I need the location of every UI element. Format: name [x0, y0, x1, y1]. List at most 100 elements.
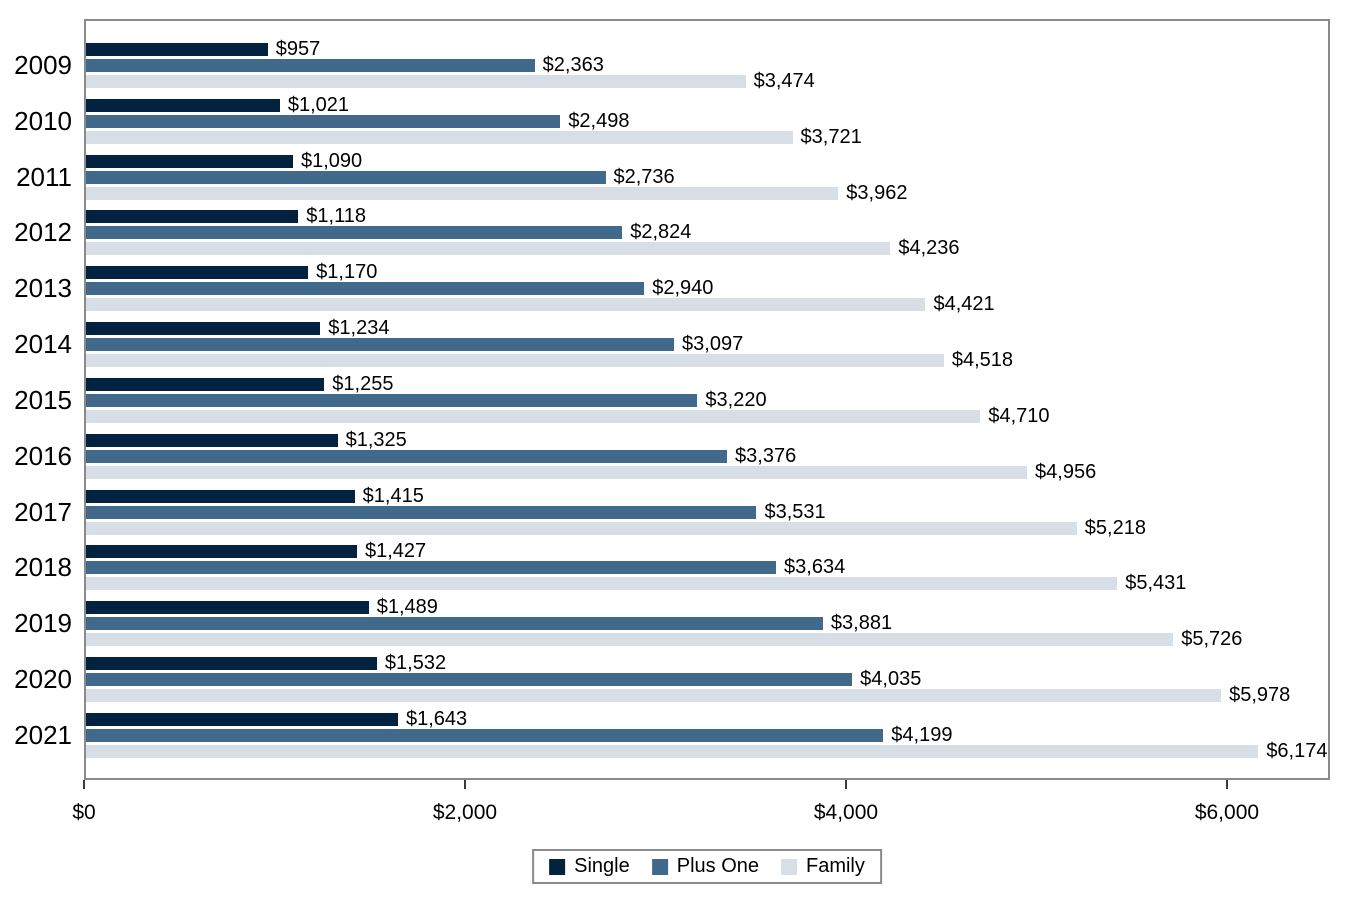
- y-axis-category-label: 2009: [14, 50, 72, 80]
- y-axis-category-label: 2014: [14, 329, 72, 360]
- bar-value-label: $3,474: [753, 70, 815, 92]
- bar-plus-one: [86, 617, 823, 631]
- bar-plus-one: [86, 170, 606, 184]
- bar-row: $1,170: [86, 262, 1328, 282]
- bar-value-label: $3,097: [682, 333, 744, 356]
- bar-row: $2,940: [86, 278, 1328, 298]
- bar-value-label: $2,363: [542, 54, 604, 76]
- bar-row: $4,710: [86, 404, 1328, 427]
- bar-groups: 2009 $957 $2,363 $3,474 2010 $1,021 $2,498 $3,7…: [14, 21, 1328, 778]
- bar-single: [86, 266, 309, 280]
- bar-row: $4,518: [86, 349, 1328, 372]
- bar-single: [86, 489, 355, 503]
- x-axis-tick: [844, 780, 847, 789]
- bar-row: $3,962: [86, 183, 1328, 203]
- bar-row: $3,721: [86, 127, 1328, 147]
- x-axis-tick: [83, 780, 85, 789]
- bar-value-label: $1,255: [332, 372, 394, 395]
- bar-value-label: $4,199: [891, 723, 953, 746]
- bar-row: $1,415: [86, 484, 1328, 507]
- bar-family: [86, 242, 891, 256]
- bar-value-label: $1,489: [376, 596, 438, 619]
- bar-plus-one: [86, 393, 698, 407]
- bar-value-label: $4,518: [951, 349, 1014, 372]
- bar-row: $2,824: [86, 221, 1328, 244]
- bar-row: $6,174: [86, 739, 1328, 762]
- bar-plus-one: [86, 114, 561, 128]
- bar-family: [86, 744, 1259, 758]
- bar-row: $3,634: [86, 557, 1328, 577]
- bar-value-label: $1,643: [405, 707, 468, 730]
- bar-row: $1,234: [86, 318, 1328, 338]
- x-axis-tick-label: $2,000: [432, 801, 498, 824]
- bar-value-label: $1,532: [384, 652, 447, 675]
- plot-area: 2009 $957 $2,363 $3,474 2010 $1,021 $2,498 $3,7…: [14, 19, 1330, 780]
- bar-group: 2010 $1,021 $2,498 $3,721: [14, 95, 1328, 147]
- bar-row: $2,736: [86, 167, 1328, 187]
- bar-value-label: $5,431: [1125, 572, 1187, 595]
- bar-single: [86, 322, 321, 336]
- bar-single: [86, 712, 398, 726]
- bar-family: [86, 75, 746, 88]
- bar-single: [86, 377, 325, 391]
- bar-row: $1,325: [86, 430, 1328, 450]
- bar-row: $2,363: [86, 54, 1328, 76]
- bar-family: [86, 633, 1174, 647]
- bar-row: $1,090: [86, 151, 1328, 171]
- legend-swatch-family: [780, 858, 797, 875]
- bar-group: 2018 $1,427 $3,634 $5,431: [14, 540, 1328, 595]
- bar-plus-one: [86, 338, 675, 352]
- legend-label: Plus One: [676, 855, 759, 877]
- bar-single: [86, 43, 268, 56]
- bar-group: 2012 $1,118 $2,824 $4,236: [14, 205, 1328, 258]
- x-axis-tick-label: $0: [72, 801, 96, 824]
- bar-family: [86, 186, 839, 200]
- legend-item: Plus One: [651, 855, 759, 878]
- bar-row: $3,474: [86, 70, 1328, 92]
- bar-group: 2020 $1,532 $4,035 $5,978: [14, 652, 1328, 705]
- bar-value-label: $4,035: [860, 668, 922, 691]
- bar-value-label: $3,220: [705, 388, 767, 411]
- legend-swatch-plus-one: [651, 858, 668, 875]
- bar-group: 2011 $1,090 $2,736 $3,962: [16, 151, 1328, 203]
- bar-row: $3,220: [86, 388, 1328, 411]
- bar-value-label: $2,824: [630, 221, 692, 244]
- bar-value-label: $4,956: [1035, 460, 1097, 483]
- bar-single: [86, 657, 377, 671]
- bar-row: $1,532: [86, 652, 1328, 675]
- bar-value-label: $1,427: [364, 540, 427, 563]
- bar-value-label: $1,415: [362, 484, 424, 507]
- bar-family: [86, 409, 981, 423]
- bar-single: [86, 98, 280, 112]
- bar-value-label: $2,498: [568, 109, 630, 132]
- bar-row: $1,255: [86, 372, 1328, 395]
- bar-value-label: $4,710: [988, 404, 1050, 427]
- bar-value-label: $6,174: [1266, 739, 1328, 762]
- bar-row: $957: [86, 39, 1328, 59]
- bar-plus-one: [86, 226, 623, 240]
- bar-row: $5,978: [86, 685, 1328, 705]
- bar-value-label: $5,218: [1084, 516, 1146, 539]
- legend-item: Single: [549, 855, 630, 878]
- bar-group: 2016 $1,325 $3,376 $4,956: [14, 430, 1328, 483]
- bar-value-label: $1,118: [306, 205, 366, 228]
- bar-value-label: $5,726: [1181, 628, 1243, 651]
- bar-family: [86, 521, 1077, 535]
- y-axis-category-label: 2015: [14, 384, 72, 415]
- bar-row: $4,421: [86, 294, 1328, 314]
- bar-row: $5,431: [86, 572, 1328, 595]
- y-axis-category-label: 2016: [14, 440, 72, 471]
- bar-row: $1,489: [86, 596, 1328, 619]
- y-axis-category-label: 2013: [14, 273, 72, 304]
- bar-row: $1,021: [86, 95, 1328, 115]
- bar-row: $5,726: [86, 628, 1328, 651]
- bar-plus-one: [86, 449, 728, 463]
- bar-row: $4,236: [86, 238, 1328, 258]
- legend-label: Single: [574, 855, 630, 877]
- bar-plus-one: [86, 728, 884, 742]
- y-axis-category-label: 2010: [14, 105, 72, 136]
- bar-single: [86, 210, 299, 224]
- legend: Single Plus One Family: [532, 849, 882, 884]
- bar-plus-one: [86, 59, 535, 72]
